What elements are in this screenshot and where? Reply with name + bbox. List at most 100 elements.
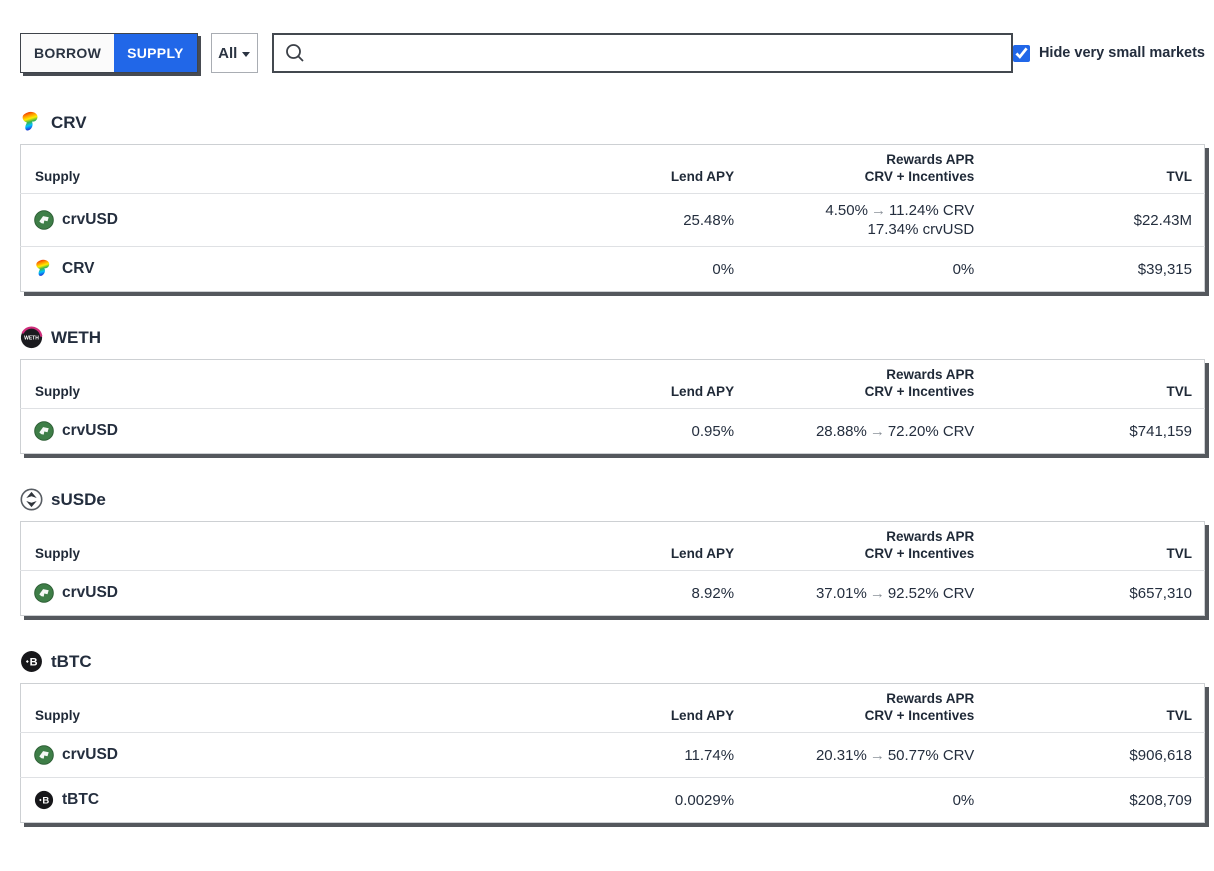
rewards-line: 37.01% → 92.52% CRV	[815, 584, 975, 602]
search-icon	[285, 44, 304, 62]
asset-icon	[34, 745, 54, 765]
asset-name: crvUSD	[62, 422, 118, 439]
section-title-row: sUSDe	[20, 488, 1205, 511]
market-row[interactable]: crvUSD 25.48% 4.50% → 11.24% CRV 17.34% crv…	[20, 193, 1205, 247]
rewards-line: 28.88% → 72.20% CRV	[815, 422, 975, 440]
tvl-value: $657,310	[974, 570, 1205, 616]
section-title: WETH	[51, 327, 102, 347]
section-title: tBTC	[51, 651, 92, 671]
token-icon: WETH	[20, 326, 43, 349]
tvl-value: $906,618	[974, 732, 1205, 778]
rewards-line: 17.34% crvUSD	[867, 221, 975, 238]
rewards-line: 20.31% → 50.77% CRV	[815, 746, 975, 764]
col-header-tvl[interactable]: TVL	[1166, 169, 1193, 184]
rewards-value: 0%	[734, 777, 975, 823]
table-header-row: Supply Lend APY Rewards APR CRV + Incent…	[21, 360, 1205, 409]
rewards-header-line2: CRV + Incentives	[864, 384, 975, 399]
borrow-supply-toggle: BORROW SUPPLY	[20, 33, 198, 73]
table-rows: crvUSD 11.74% 20.31% → 50.77% CRV $906,618…	[20, 732, 1205, 823]
borrow-tab-button[interactable]: BORROW	[21, 34, 115, 72]
asset-name: crvUSD	[62, 746, 118, 763]
col-header-lend-apy[interactable]: Lend APY	[670, 169, 735, 184]
asset-name: crvUSD	[62, 211, 118, 228]
col-header-rewards-apr[interactable]: Rewards APR CRV + Incentives	[734, 684, 975, 733]
lend-apy-value: 0.0029%	[573, 777, 735, 823]
col-header-supply: Supply	[35, 708, 81, 723]
lend-apy-value: 8.92%	[573, 570, 735, 616]
asset-icon	[34, 210, 54, 230]
table-rows: crvUSD 25.48% 4.50% → 11.24% CRV 17.34% crv…	[20, 193, 1205, 292]
col-header-rewards-apr[interactable]: Rewards APR CRV + Incentives	[734, 360, 975, 409]
rewards-header-line1: Rewards APR	[886, 367, 975, 382]
arrow-right-icon: →	[869, 584, 885, 602]
market-row[interactable]: B tBTC 0.0029% 0% $208,709	[20, 777, 1205, 823]
svg-text:WETH: WETH	[24, 336, 39, 342]
col-header-rewards-apr[interactable]: Rewards APR CRV + Incentives	[734, 522, 975, 571]
asset-name: tBTC	[62, 791, 100, 808]
market-section: CRV Supply Lend APY Rewards APR CRV + In…	[20, 111, 1205, 292]
svg-text:B: B	[30, 657, 38, 669]
section-title-row: WETH WETH	[20, 326, 1205, 349]
asset-name: CRV	[62, 260, 95, 277]
hide-small-markets-label: Hide very small markets	[1038, 45, 1205, 61]
rewards-value: 0%	[734, 246, 975, 292]
token-icon	[20, 488, 43, 511]
table-header-row: Supply Lend APY Rewards APR CRV + Incent…	[21, 145, 1205, 194]
table-rows: crvUSD 0.95% 28.88% → 72.20% CRV $741,159	[20, 408, 1205, 454]
token-icon	[20, 111, 43, 134]
col-header-lend-apy[interactable]: Lend APY	[670, 384, 735, 399]
rewards-line: 4.50% → 11.24% CRV	[825, 202, 975, 219]
col-header-tvl[interactable]: TVL	[1166, 708, 1193, 723]
asset-icon: B	[34, 790, 54, 810]
col-header-tvl[interactable]: TVL	[1166, 546, 1193, 561]
rewards-value: 28.88% → 72.20% CRV	[734, 408, 975, 454]
token-icon: B	[20, 650, 43, 673]
market-table: Supply Lend APY Rewards APR CRV + Incent…	[20, 521, 1205, 616]
supply-tab-button[interactable]: SUPPLY	[114, 34, 197, 72]
market-section: sUSDe Supply Lend APY Rewards APR CRV + …	[20, 488, 1205, 616]
market-row[interactable]: CRV 0% 0% $39,315	[20, 246, 1205, 292]
rewards-line: 0%	[952, 791, 975, 809]
search-input[interactable]	[305, 35, 1011, 71]
asset-icon	[34, 583, 54, 603]
market-sections: CRV Supply Lend APY Rewards APR CRV + In…	[20, 111, 1205, 823]
filter-selected-value: All	[218, 44, 238, 62]
col-header-lend-apy[interactable]: Lend APY	[670, 708, 735, 723]
market-filter-dropdown[interactable]: All	[210, 33, 258, 73]
hide-small-markets-toggle[interactable]: Hide very small markets	[1012, 33, 1205, 73]
rewards-value: 37.01% → 92.52% CRV	[734, 570, 975, 616]
section-title: sUSDe	[51, 489, 106, 509]
lend-apy-value: 0%	[573, 246, 735, 292]
tvl-value: $39,315	[974, 246, 1205, 292]
market-row[interactable]: crvUSD 0.95% 28.88% → 72.20% CRV $741,159	[20, 408, 1205, 454]
toolbar: BORROW SUPPLY All Hide very small market…	[20, 33, 1205, 73]
market-table: Supply Lend APY Rewards APR CRV + Incent…	[20, 144, 1205, 292]
table-header-row: Supply Lend APY Rewards APR CRV + Incent…	[21, 522, 1205, 571]
rewards-line: 0%	[952, 260, 975, 278]
arrow-right-icon: →	[870, 202, 886, 219]
hide-small-markets-checkbox[interactable]	[1012, 44, 1030, 62]
market-row[interactable]: crvUSD 8.92% 37.01% → 92.52% CRV $657,310	[20, 570, 1205, 616]
rewards-header-line1: Rewards APR	[886, 691, 975, 706]
section-title-row: B tBTC	[20, 650, 1205, 673]
rewards-header-line1: Rewards APR	[886, 529, 975, 544]
section-title-row: CRV	[20, 111, 1205, 134]
col-header-lend-apy[interactable]: Lend APY	[670, 546, 735, 561]
col-header-supply: Supply	[35, 384, 81, 399]
rewards-header-line2: CRV + Incentives	[864, 169, 975, 184]
rewards-value: 4.50% → 11.24% CRV 17.34% crvUSD	[734, 193, 975, 247]
rewards-header-line1: Rewards APR	[886, 152, 975, 167]
col-header-tvl[interactable]: TVL	[1166, 384, 1193, 399]
col-header-supply: Supply	[35, 169, 81, 184]
col-header-supply: Supply	[35, 546, 81, 561]
rewards-header-line2: CRV + Incentives	[864, 708, 975, 723]
tvl-value: $741,159	[974, 408, 1205, 454]
tvl-value: $22.43M	[974, 193, 1205, 247]
market-row[interactable]: crvUSD 11.74% 20.31% → 50.77% CRV $906,618	[20, 732, 1205, 778]
col-header-rewards-apr[interactable]: Rewards APR CRV + Incentives	[734, 145, 975, 194]
rewards-header-line2: CRV + Incentives	[864, 546, 975, 561]
lend-apy-value: 25.48%	[573, 193, 735, 247]
tvl-value: $208,709	[974, 777, 1205, 823]
table-rows: crvUSD 8.92% 37.01% → 92.52% CRV $657,310	[20, 570, 1205, 616]
